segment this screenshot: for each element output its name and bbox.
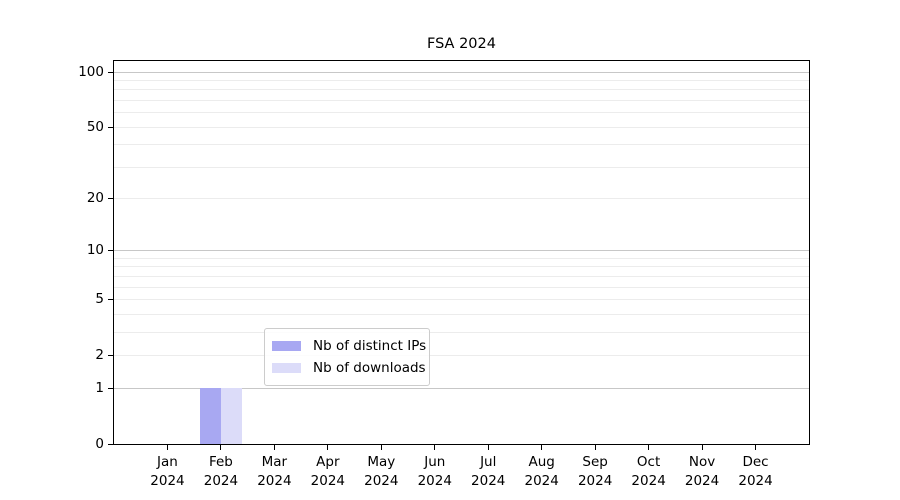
x-tick-mark — [648, 445, 650, 450]
legend-swatch-icon — [272, 341, 301, 351]
y-tick-label: 10 — [86, 242, 104, 259]
legend-item: Nb of distinct IPs — [272, 335, 426, 357]
y-tick-label: 0 — [95, 435, 104, 452]
x-tick-label: Aug 2024 — [524, 454, 559, 489]
minor-gridline — [114, 266, 809, 268]
bar-downloads — [220, 388, 243, 444]
minor-gridline — [114, 80, 809, 82]
x-tick-mark — [541, 445, 543, 450]
minor-gridline — [114, 286, 809, 288]
x-tick-mark — [701, 445, 703, 450]
x-tick-mark — [755, 445, 757, 450]
x-tick-mark — [327, 445, 329, 450]
y-tick-mark — [108, 250, 113, 252]
y-tick-mark — [108, 71, 113, 73]
plot-area: 0 1 2 5 10 20 50 100 Jan 2024 Feb 2024 Mar 2024 Apr… — [78, 60, 810, 489]
y-tick-mark — [108, 354, 113, 356]
x-tick-mark — [380, 445, 382, 450]
x-tick-label: May 2024 — [364, 454, 399, 489]
minor-gridline — [114, 112, 809, 114]
x-tick-label: Apr 2024 — [310, 454, 346, 489]
chart-title: FSA 2024 — [427, 36, 496, 52]
x-tick-mark — [273, 445, 275, 450]
legend-label: Nb of downloads — [313, 360, 426, 376]
x-tick-label: Feb 2024 — [203, 454, 239, 489]
minor-gridline — [114, 89, 809, 91]
y-tick-label: 20 — [86, 190, 104, 207]
minor-gridline — [114, 257, 809, 259]
minor-gridline — [114, 313, 809, 315]
minor-gridline — [114, 275, 809, 277]
y-tick-mark — [108, 126, 113, 128]
y-tick-label: 5 — [95, 291, 104, 308]
major-gridline — [114, 71, 809, 73]
legend-label: Nb of distinct IPs — [313, 338, 427, 354]
x-tick-mark — [434, 445, 436, 450]
y-tick-mark — [108, 299, 113, 301]
y-tick-mark — [108, 387, 113, 389]
x-tick-label: Oct 2024 — [631, 454, 666, 489]
x-tick-label: Dec 2024 — [738, 454, 773, 489]
bar-distinct-ips — [199, 388, 221, 444]
minor-gridline — [114, 299, 809, 301]
y-tick-label: 50 — [86, 118, 104, 135]
y-tick-label: 100 — [78, 63, 104, 80]
minor-gridline — [114, 166, 809, 168]
y-tick-label: 2 — [95, 346, 104, 363]
y-tick-mark — [108, 198, 113, 200]
x-tick-mark — [594, 445, 596, 450]
minor-gridline — [114, 198, 809, 200]
x-tick-label: Nov 2024 — [684, 454, 720, 489]
minor-gridline — [114, 126, 809, 128]
x-tick-label: Jun 2024 — [417, 454, 452, 489]
x-tick-label: Mar 2024 — [257, 454, 292, 489]
legend-item: Nb of downloads — [272, 357, 426, 379]
x-tick-mark — [166, 445, 168, 450]
x-tick-mark — [220, 445, 222, 450]
y-tick-label: 1 — [95, 379, 104, 396]
minor-gridline — [114, 354, 809, 356]
minor-gridline — [114, 100, 809, 102]
minor-gridline — [114, 144, 809, 146]
x-tick-label: Sep 2024 — [577, 454, 613, 489]
legend-swatch-icon — [272, 363, 301, 373]
y-tick-mark — [108, 443, 113, 445]
major-gridline — [114, 250, 809, 252]
x-tick-label: Jan 2024 — [150, 454, 185, 489]
x-tick-label: Jul 2024 — [471, 454, 506, 489]
legend: Nb of distinct IPs Nb of downloads — [264, 328, 430, 386]
x-tick-mark — [487, 445, 489, 450]
minor-gridline — [114, 331, 809, 333]
major-gridline — [114, 387, 809, 389]
